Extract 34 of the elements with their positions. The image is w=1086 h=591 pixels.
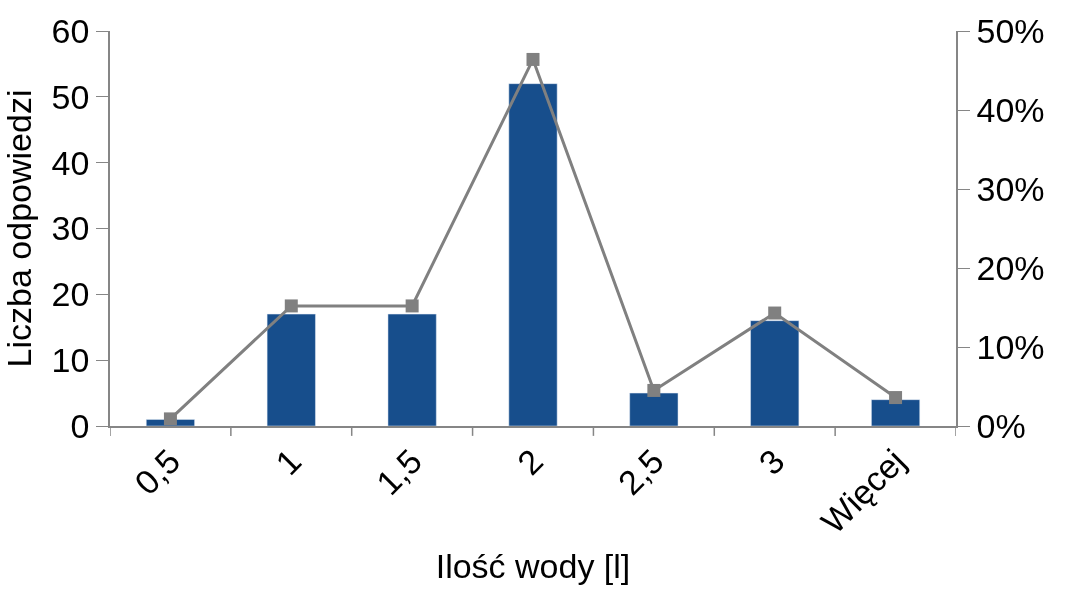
x-tick-label: 2 <box>509 441 550 482</box>
x-tick-label: 0,5 <box>127 441 188 502</box>
y-tick-label: 10 <box>51 341 90 380</box>
x-axis-title: Ilość wody [l] <box>435 547 631 586</box>
y-tick-label: 50 <box>51 77 90 116</box>
bar <box>629 392 679 426</box>
point <box>889 391 903 405</box>
y2-tick-label: 30% <box>976 169 1045 208</box>
bar <box>750 320 800 426</box>
y2-tick-label: 0% <box>976 406 1026 445</box>
point <box>768 306 782 320</box>
x-tick-label: 3 <box>751 441 792 482</box>
y-tick-label: 60 <box>51 11 90 50</box>
point <box>526 52 540 66</box>
bar <box>387 313 437 426</box>
point <box>163 412 177 426</box>
point <box>647 383 661 397</box>
y2-tick-label: 40% <box>976 90 1045 129</box>
y2-tick-label: 10% <box>976 327 1045 366</box>
y-axis-title: Liczba odpowiedzi <box>0 89 38 368</box>
x-tick-label: 1,5 <box>368 441 430 502</box>
y-tick-label: 20 <box>51 275 90 314</box>
y-tick-label: 30 <box>51 209 90 248</box>
y-tick-label: 0 <box>70 406 90 445</box>
y2-tick-label: 20% <box>976 248 1045 287</box>
point <box>284 299 298 313</box>
bar <box>266 313 316 426</box>
bar <box>871 399 920 426</box>
y2-tick-label: 50% <box>976 11 1045 50</box>
x-tick-label: 2,5 <box>610 441 671 502</box>
y-tick-label: 40 <box>51 143 90 182</box>
bar <box>508 83 558 426</box>
point <box>405 299 419 313</box>
x-tick-label: 1 <box>268 441 309 482</box>
